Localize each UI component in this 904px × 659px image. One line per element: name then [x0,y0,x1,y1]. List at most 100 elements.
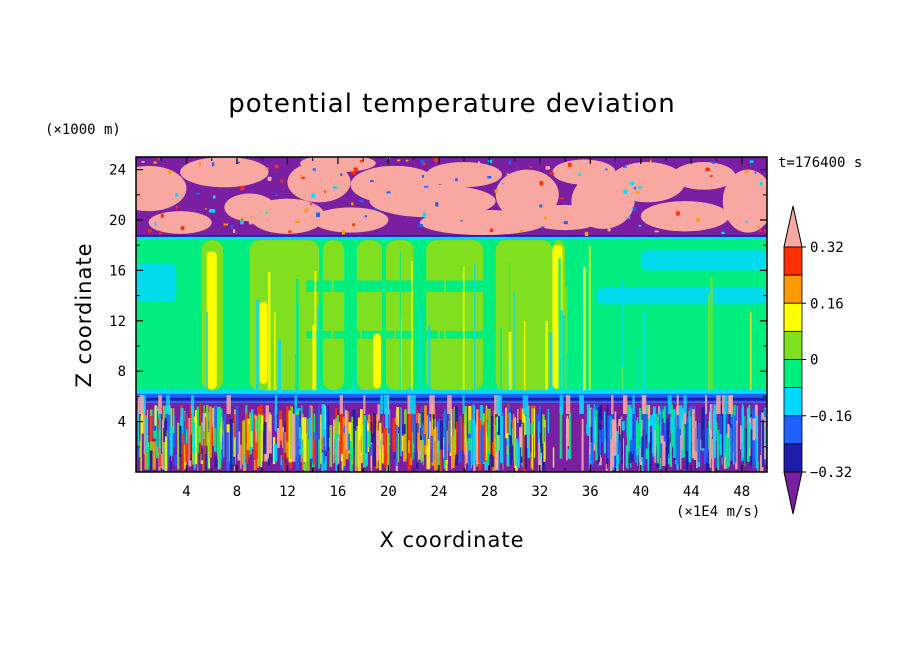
speckle [663,194,667,199]
turbulent-plume [246,418,250,450]
streak [273,311,276,391]
speckle [397,159,401,162]
speckle [529,166,533,168]
turbulent-plume [699,439,702,451]
speckle [656,208,659,212]
turbulent-plume [728,404,732,447]
turbulent-plume [311,408,314,463]
turbulent-plume [643,430,645,466]
turbulent-plume [508,412,512,436]
speckle [489,228,494,233]
cool-patch [136,264,177,302]
speckle [759,228,762,233]
turbulent-plume [235,405,239,455]
cool-layer [306,280,484,292]
turbulent-plume [519,407,522,427]
turbulent-plume [325,408,328,452]
speckle [212,195,216,199]
overshoot [363,395,366,415]
turbulent-plume [485,405,488,461]
x-axis-label: X coordinate [379,528,524,552]
turbulent-plume [595,409,598,461]
speckle [275,194,278,197]
turbulent-plume [511,445,514,461]
speckle [607,228,611,232]
streak [244,258,248,391]
colorbar-swatch [783,274,803,304]
turbulent-plume [237,431,241,461]
streak [399,252,401,391]
turbulent-plume [586,424,590,434]
streak [560,309,563,391]
turbulent-plume [559,407,563,459]
hot-streak [259,301,268,384]
turbulent-plume [420,440,424,462]
turbulent-plume [540,409,543,454]
turbulent-plume [648,432,652,471]
turbulent-plume [412,405,415,444]
overshoot [407,395,411,415]
streak [508,331,512,391]
speckle [614,219,617,223]
turbulent-plume [243,454,245,468]
speckle [539,181,544,186]
turbulent-plume [636,417,639,467]
streak [411,261,413,391]
speckle [397,186,401,192]
speckle [634,186,637,190]
turbulent-plume [616,430,619,470]
streak [558,258,561,391]
turbulent-plume [221,435,224,462]
turbulent-plume [516,444,520,468]
overshoot [158,395,162,415]
streak [577,339,580,391]
speckle [568,162,572,167]
streak [162,320,166,391]
warm-patch [640,201,730,232]
x-tick-label: 20 [380,484,397,500]
turbulent-plume [678,428,682,465]
speckle [154,221,157,227]
turbulent-plume [138,441,141,458]
x-tick-label: 12 [279,484,296,500]
turbulent-plume [412,438,414,460]
turbulent-plume [534,406,536,458]
turbulent-plume [344,410,348,450]
turbulent-plume [666,453,670,464]
turbulent-plume [256,419,259,432]
turbulent-plume [253,418,257,459]
turbulent-plume [639,421,642,470]
turbulent-plume [383,428,388,467]
turbulent-plume [735,420,738,470]
speckle [209,208,213,213]
streak [509,262,511,391]
turbulent-plume [733,415,737,463]
turbulent-plume [426,439,430,470]
speckle [487,176,492,179]
speckle [676,211,680,216]
turbulent-plume [472,419,476,465]
turbulent-plume [483,421,487,462]
turbulent-plume [295,414,299,471]
speckle [563,221,568,225]
x-tick-label: 40 [632,484,649,500]
overshoot [565,395,571,415]
warm-patch [426,162,502,188]
overshoot [622,395,626,415]
speckle [630,182,635,186]
turbulent-plume [721,406,724,458]
streak [312,324,315,391]
turbulent-plume [446,430,448,465]
turbulent-plume [318,439,321,469]
turbulent-plume [365,420,368,454]
speckle [212,162,215,167]
turbulent-plume [713,404,717,442]
speckle [711,161,716,164]
turbulent-plume [222,420,225,458]
speckle [420,160,425,164]
overshoot [137,395,144,415]
turbulent-plume [525,408,529,447]
speckle [654,230,659,233]
turbulent-plume [605,416,609,464]
overshoot [522,395,529,415]
